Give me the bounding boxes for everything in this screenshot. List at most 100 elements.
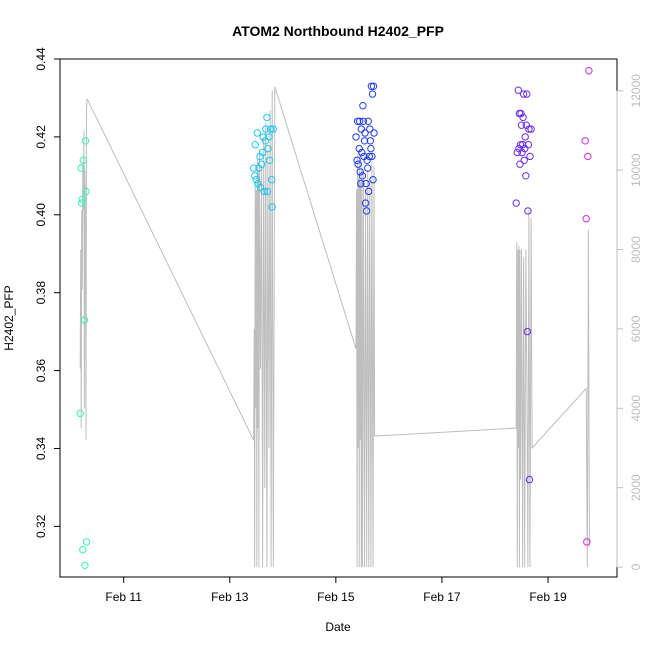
data-point — [523, 327, 531, 336]
data-point — [357, 179, 365, 188]
data-point — [260, 187, 268, 196]
x-tick-label: Feb 19 — [529, 590, 567, 604]
y-tick-label: 0.32 — [34, 514, 48, 538]
data-point — [77, 164, 85, 172]
data-point — [584, 152, 592, 161]
data-point — [256, 183, 265, 192]
data-point — [262, 125, 270, 133]
x-axis-label: Date — [325, 620, 351, 634]
data-point — [263, 187, 272, 196]
data-point — [361, 129, 369, 137]
data-point — [368, 152, 376, 161]
data-point — [367, 144, 375, 153]
data-point — [256, 152, 264, 161]
points-layer — [76, 67, 593, 569]
data-point — [582, 215, 590, 223]
x-tick-label: Feb 11 — [105, 590, 142, 604]
data-point — [79, 156, 88, 165]
data-point — [519, 90, 528, 98]
data-point — [268, 203, 276, 211]
data-point — [368, 90, 377, 98]
data-point — [259, 133, 267, 141]
data-point — [356, 117, 364, 126]
data-point — [356, 168, 364, 176]
data-point — [76, 409, 84, 418]
y-axis-left: 0.32 0.34 0.36 0.38 0.40 0.42 0.44 — [34, 47, 61, 538]
y-tick-label: 0.36 — [34, 359, 48, 383]
data-point — [254, 179, 262, 188]
data-point — [261, 137, 269, 145]
data-point — [352, 133, 360, 141]
data-point — [516, 141, 525, 149]
data-point — [364, 117, 372, 126]
data-point — [268, 176, 276, 184]
data-point — [527, 125, 535, 133]
data-point — [363, 156, 371, 165]
data-point — [265, 156, 274, 165]
data-point — [358, 148, 366, 157]
data-point — [81, 137, 90, 145]
data-point — [79, 546, 87, 554]
y-tick-label: 0.40 — [34, 203, 48, 227]
data-point — [524, 141, 533, 149]
secondary-line-layer — [79, 86, 590, 568]
data-point — [366, 125, 374, 133]
data-point — [360, 137, 369, 145]
data-point — [353, 117, 362, 126]
data-point — [251, 172, 259, 180]
data-point — [369, 176, 377, 184]
data-point — [366, 137, 374, 145]
data-point — [517, 109, 525, 118]
data-point — [523, 90, 531, 98]
data-point — [516, 160, 524, 168]
data-point — [263, 113, 271, 122]
data-point — [81, 561, 89, 569]
data-point — [80, 316, 89, 324]
data-point — [362, 179, 370, 188]
data-point — [525, 125, 533, 133]
data-point — [249, 164, 258, 172]
data-point — [82, 187, 90, 196]
y-axis-right: 0 2000 4000 6000 8000 10000 12000 — [616, 74, 643, 570]
data-point — [513, 148, 521, 157]
data-point — [82, 538, 91, 546]
data-point — [361, 199, 370, 207]
data-point — [369, 82, 378, 91]
secondary-series-line — [79, 86, 590, 568]
data-point — [526, 152, 534, 161]
data-point — [355, 144, 363, 153]
data-point — [364, 164, 372, 172]
x-tick-label: Feb 15 — [317, 590, 355, 604]
y-axis-label: H2402_PFP — [2, 285, 16, 350]
data-point — [519, 113, 527, 122]
data-point — [517, 121, 526, 129]
data-point — [269, 125, 277, 133]
data-point — [520, 156, 528, 165]
data-point — [525, 475, 534, 484]
data-point — [78, 195, 87, 203]
x-tick-label: Feb 17 — [423, 590, 461, 604]
data-point — [266, 125, 275, 133]
data-point — [514, 86, 522, 94]
x-tick-label: Feb 13 — [211, 590, 249, 604]
y2-tick-label: 2000 — [629, 474, 643, 501]
data-point — [583, 538, 591, 546]
data-point — [521, 144, 529, 153]
data-point — [265, 133, 273, 141]
data-point — [354, 160, 362, 168]
chart-title: ATOM2 Northbound H2402_PFP — [232, 23, 444, 39]
data-point — [358, 172, 367, 180]
data-point — [518, 141, 527, 149]
data-point — [522, 121, 530, 129]
data-point — [251, 141, 259, 149]
y2-tick-label: 4000 — [629, 395, 643, 422]
data-point — [367, 82, 376, 91]
data-point — [524, 207, 532, 215]
x-axis: Feb 11 Feb 13 Feb 15 Feb 17 Feb 19 — [105, 576, 567, 604]
data-point — [359, 102, 367, 110]
data-point — [370, 129, 378, 137]
data-point — [353, 156, 361, 165]
data-point — [257, 160, 266, 168]
y2-tick-label: 12000 — [629, 74, 643, 108]
